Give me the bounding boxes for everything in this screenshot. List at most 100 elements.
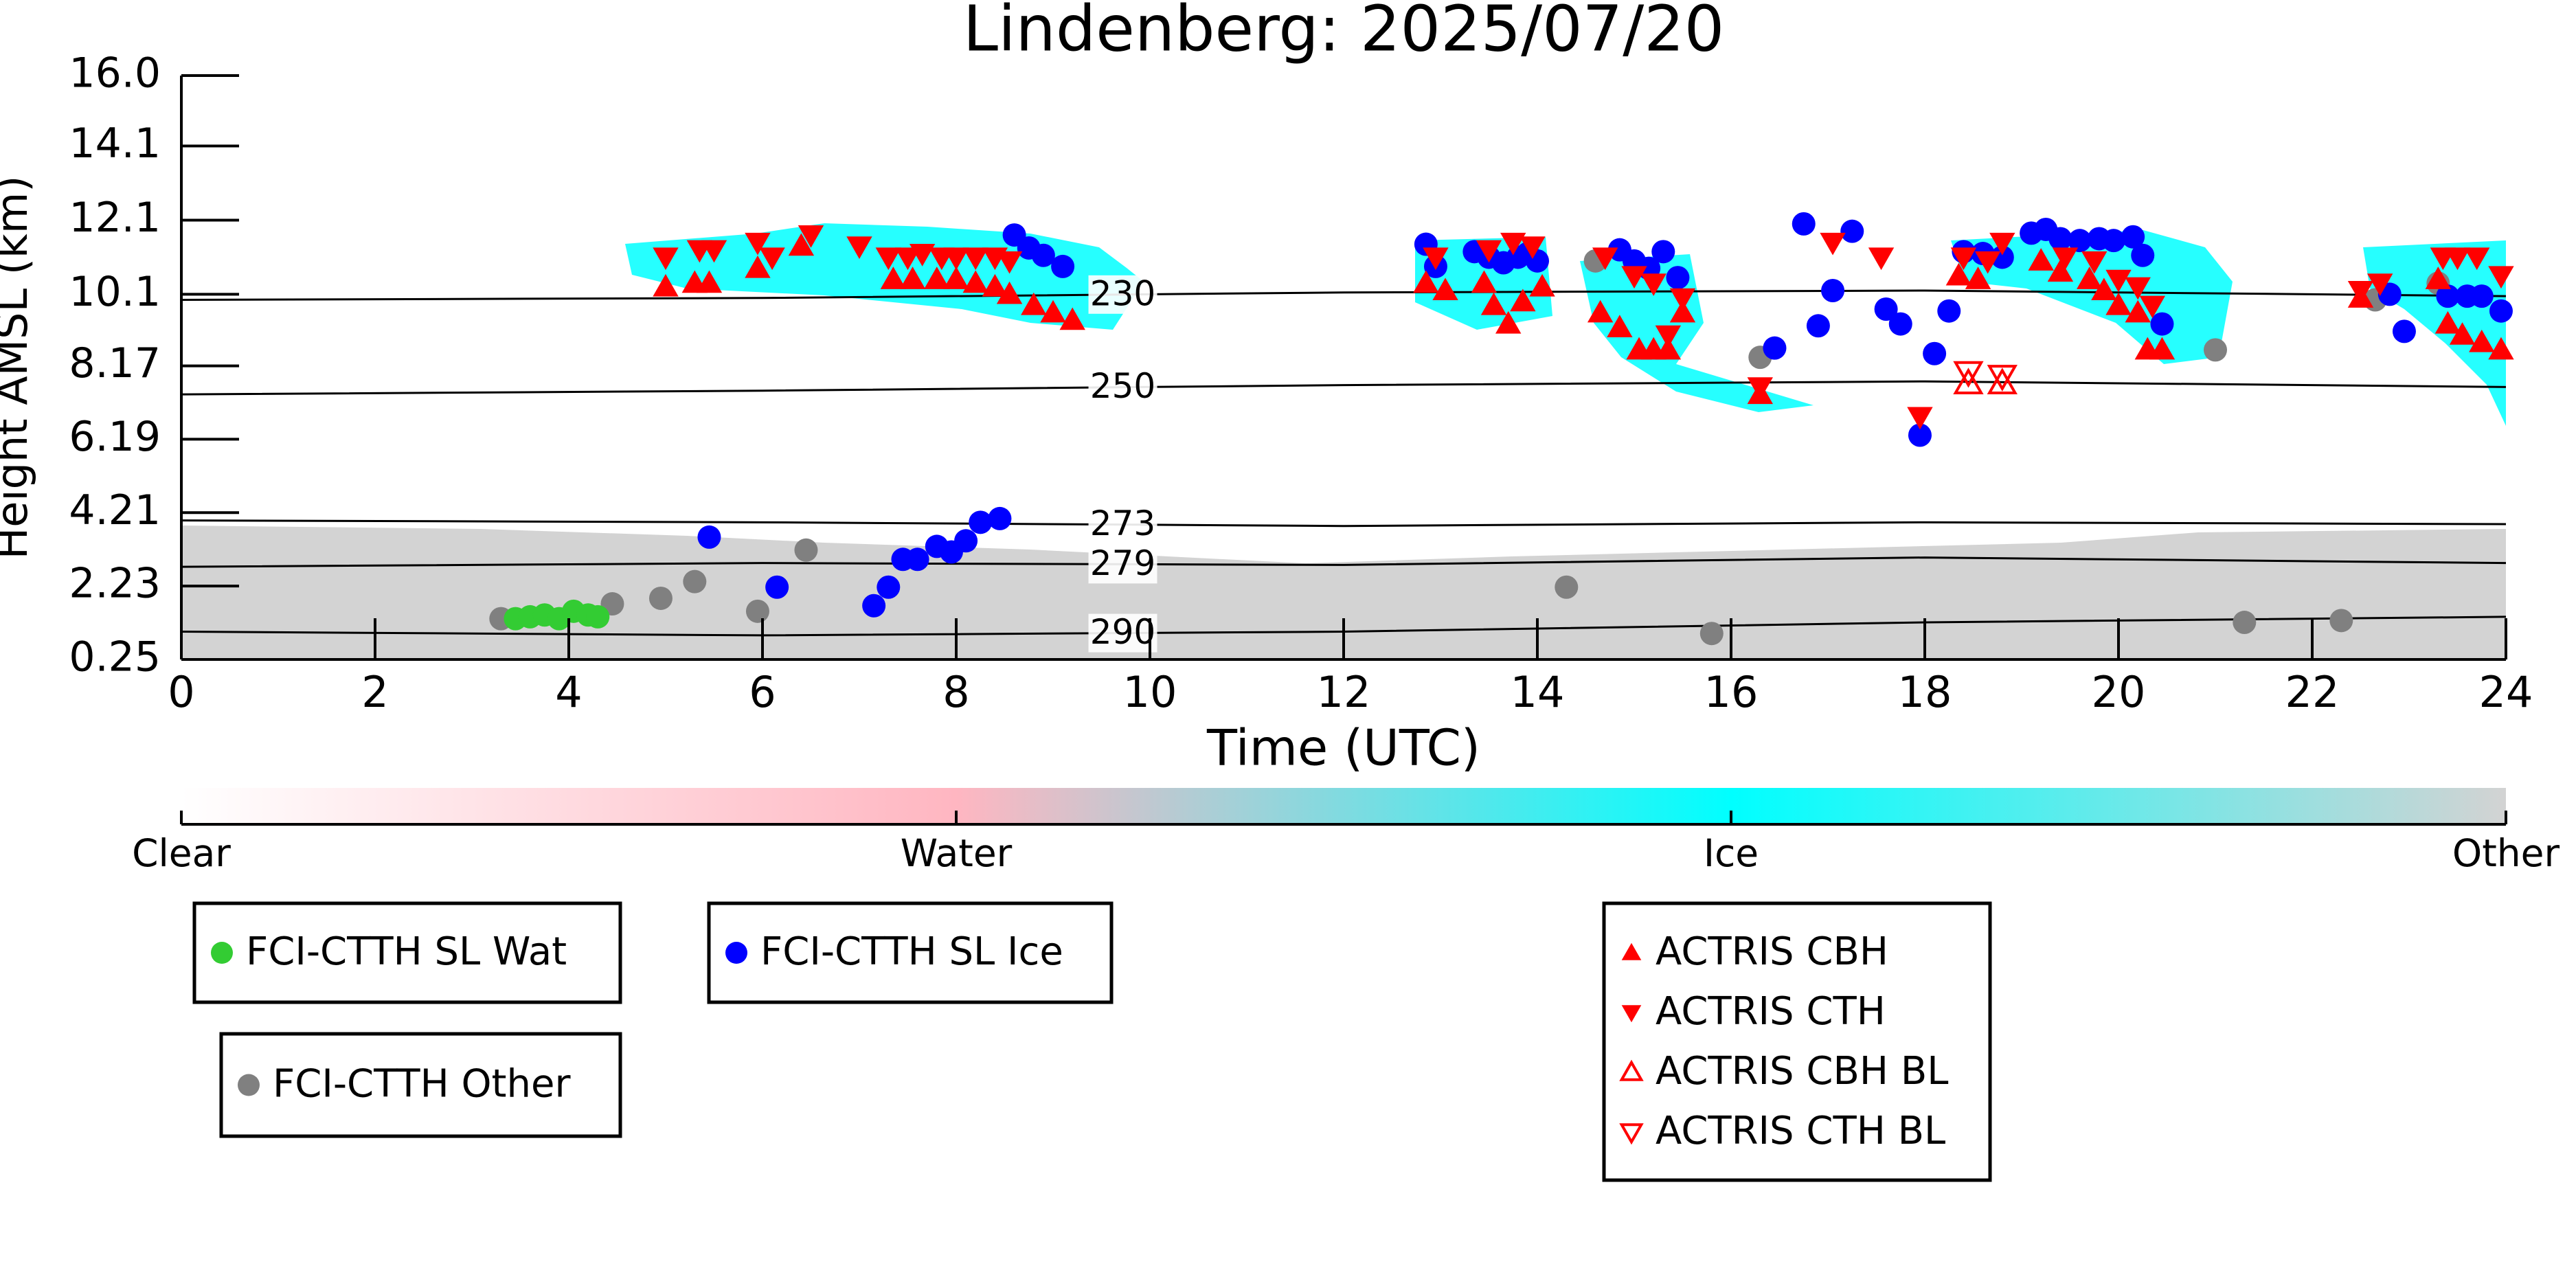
- triangle-up: [1510, 289, 1536, 312]
- triangle-up: [1945, 262, 1972, 286]
- triangle-up: [2091, 278, 2117, 301]
- y-tick-label: 0.25: [69, 633, 161, 681]
- triangle-up: [996, 281, 1023, 304]
- point: [745, 599, 769, 623]
- isotherm-label: 290: [1090, 612, 1155, 652]
- triangle-down-open: [1619, 1123, 1644, 1145]
- legend-label: ACTRIS CTH: [1656, 989, 1886, 1034]
- triangle-up: [2488, 337, 2514, 360]
- triangle-up: [745, 255, 771, 278]
- triangle-down: [1476, 240, 1502, 263]
- point: [862, 594, 886, 618]
- triangle-down: [1640, 273, 1667, 296]
- point: [2101, 229, 2125, 253]
- triangle-down: [1820, 232, 1846, 256]
- triangle-down: [2444, 247, 2471, 271]
- chart-title: Lindenberg: 2025/07/20: [963, 0, 1725, 65]
- triangle-down: [962, 247, 988, 271]
- x-tick-label: 0: [168, 667, 194, 717]
- isotherm-label-bg: [1088, 613, 1157, 653]
- point: [1840, 219, 1864, 243]
- x-tick-label: 10: [1123, 667, 1177, 717]
- triangle-down: [2139, 295, 2166, 319]
- triangle-down: [1621, 266, 1647, 289]
- triangle-up: [1965, 267, 1991, 289]
- isotherm-line: [181, 289, 2507, 302]
- triangle-down: [2488, 266, 2514, 289]
- triangle-down: [1868, 247, 1895, 271]
- isotherm-label: 250: [1090, 366, 1155, 406]
- y-tick-label: 2.23: [69, 560, 161, 608]
- triangle-up-open: [1987, 368, 2018, 394]
- isotherm-label-bg: [1088, 275, 1157, 314]
- y-tick-label: 6.19: [69, 413, 161, 461]
- y-tick-label: 12.1: [69, 194, 161, 242]
- isotherm-label: 230: [1090, 273, 1155, 313]
- triangle-up: [2469, 329, 2495, 352]
- triangle-down: [2081, 251, 2108, 274]
- point: [2068, 229, 2092, 253]
- point: [1937, 299, 1961, 323]
- triangle-down: [875, 247, 901, 271]
- point: [1821, 279, 1845, 303]
- colorbar-label: Clear: [132, 831, 231, 875]
- triangle-down: [846, 236, 872, 259]
- x-tick-label: 16: [1704, 667, 1759, 717]
- triangle-down: [1621, 1005, 1642, 1023]
- x-tick-label: 4: [555, 667, 582, 717]
- triangle-up: [2077, 267, 2103, 289]
- triangle-down: [653, 247, 679, 271]
- x-tick-label: 6: [749, 667, 776, 717]
- triangle-down: [1669, 288, 1696, 311]
- triangle-down: [2105, 269, 2132, 293]
- point: [725, 942, 747, 964]
- point: [969, 510, 993, 534]
- triangle-up: [1413, 270, 1439, 293]
- x-tick-label: 18: [1898, 667, 1952, 717]
- point: [1651, 240, 1675, 264]
- triangle-down: [1907, 407, 1933, 430]
- point: [1763, 336, 1787, 360]
- triangle-up: [1059, 307, 1085, 330]
- point: [1908, 423, 1932, 447]
- triangle-down: [1592, 247, 1618, 271]
- triangle-up: [1040, 300, 1066, 323]
- triangle-down: [2464, 247, 2490, 271]
- point: [1051, 254, 1075, 278]
- triangle-down: [1500, 232, 1526, 256]
- point: [2489, 299, 2513, 323]
- triangle-up: [2149, 337, 2176, 360]
- y-tick-label: 8.17: [69, 339, 161, 387]
- triangle-up: [2105, 292, 2132, 315]
- y-tick-label: 14.1: [69, 120, 161, 168]
- colorbar: Clear Water Ice Other: [132, 788, 2560, 875]
- triangle-down: [2367, 273, 2393, 296]
- legend-box: [1602, 901, 1992, 1182]
- isotherm-label-bg: [1088, 545, 1157, 584]
- triangle-up: [943, 267, 969, 289]
- triangle-up: [1432, 278, 1458, 301]
- y-axis-label: Height AMSL (km): [0, 176, 37, 560]
- triangle-up: [2047, 259, 2074, 282]
- x-tick-label: 8: [942, 667, 969, 717]
- triangle-up-open: [1619, 1059, 1644, 1081]
- triangle-up: [2125, 300, 2151, 323]
- triangle-up: [1621, 942, 1642, 960]
- triangle-up: [653, 273, 679, 297]
- isotherm-line: [181, 556, 2507, 568]
- triangle-up: [696, 270, 723, 293]
- triangle-up: [1529, 273, 1555, 297]
- point: [2436, 284, 2460, 308]
- point: [648, 586, 673, 610]
- triangle-up: [2425, 267, 2451, 289]
- triangle-down: [745, 232, 771, 256]
- point: [1874, 297, 1898, 321]
- triangle-down: [798, 225, 824, 248]
- triangle-down: [2052, 247, 2079, 271]
- triangle-down: [701, 240, 727, 263]
- triangle-down: [1423, 247, 1449, 271]
- point: [1888, 312, 1912, 336]
